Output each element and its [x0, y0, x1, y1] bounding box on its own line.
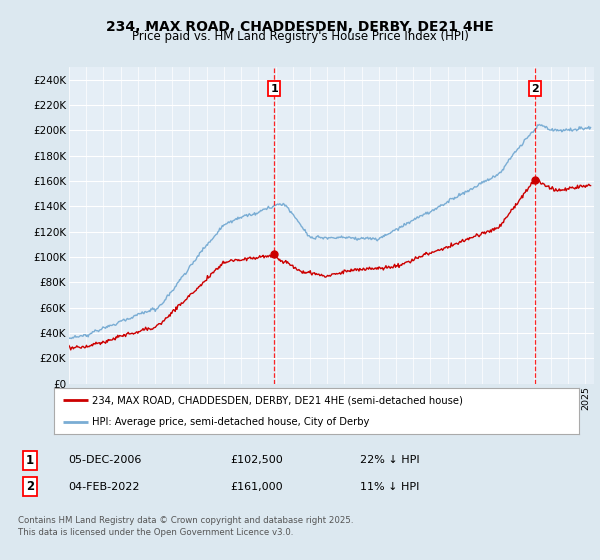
Text: 2: 2 — [26, 480, 34, 493]
Text: Price paid vs. HM Land Registry's House Price Index (HPI): Price paid vs. HM Land Registry's House … — [131, 30, 469, 43]
Text: 2: 2 — [531, 83, 539, 94]
Text: 234, MAX ROAD, CHADDESDEN, DERBY, DE21 4HE (semi-detached house): 234, MAX ROAD, CHADDESDEN, DERBY, DE21 4… — [92, 395, 463, 405]
Text: 11% ↓ HPI: 11% ↓ HPI — [360, 482, 419, 492]
Text: 22% ↓ HPI: 22% ↓ HPI — [360, 455, 419, 465]
Text: £161,000: £161,000 — [230, 482, 283, 492]
Text: Contains HM Land Registry data © Crown copyright and database right 2025.: Contains HM Land Registry data © Crown c… — [18, 516, 353, 525]
Text: 1: 1 — [271, 83, 278, 94]
Text: 234, MAX ROAD, CHADDESDEN, DERBY, DE21 4HE: 234, MAX ROAD, CHADDESDEN, DERBY, DE21 4… — [106, 20, 494, 34]
Text: This data is licensed under the Open Government Licence v3.0.: This data is licensed under the Open Gov… — [18, 528, 293, 537]
Text: 1: 1 — [26, 454, 34, 466]
Text: HPI: Average price, semi-detached house, City of Derby: HPI: Average price, semi-detached house,… — [92, 417, 369, 427]
Text: 04-FEB-2022: 04-FEB-2022 — [68, 482, 139, 492]
Text: £102,500: £102,500 — [230, 455, 283, 465]
Text: 05-DEC-2006: 05-DEC-2006 — [68, 455, 142, 465]
